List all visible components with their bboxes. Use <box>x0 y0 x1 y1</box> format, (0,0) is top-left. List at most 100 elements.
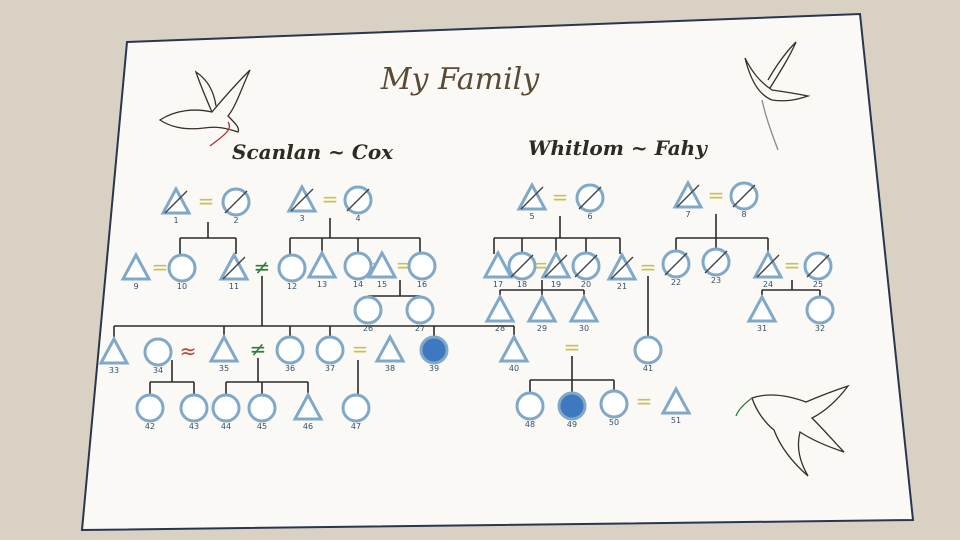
person-number-17: 17 <box>492 280 504 289</box>
female-circle <box>277 253 307 283</box>
female-circle <box>515 391 545 421</box>
person-number-35: 35 <box>218 364 230 373</box>
relationship-symbol: = <box>636 389 653 413</box>
male-triangle <box>660 385 692 415</box>
deceased-mark <box>544 254 568 278</box>
bird-drawing-bottom-right <box>735 384 850 477</box>
person-number-2: 2 <box>233 216 239 225</box>
female-circle <box>353 295 383 325</box>
deceased-mark <box>224 190 248 214</box>
person-number-47: 47 <box>350 422 362 431</box>
person-number-46: 46 <box>302 422 314 431</box>
relationship-symbol: ≈ <box>180 339 197 363</box>
person-number-28: 28 <box>494 324 506 333</box>
relationship-symbol: ≠ <box>254 255 271 279</box>
person-number-50: 50 <box>608 418 620 427</box>
person-number-41: 41 <box>642 364 654 373</box>
male-triangle <box>484 293 516 323</box>
person-number-34: 34 <box>152 366 164 375</box>
female-circle <box>247 393 277 423</box>
person-number-26: 26 <box>362 324 374 333</box>
person-number-4: 4 <box>355 214 361 223</box>
male-triangle <box>526 293 558 323</box>
person-number-19: 19 <box>550 280 562 289</box>
relationship-symbol: = <box>198 189 215 213</box>
person-number-8: 8 <box>741 210 747 219</box>
female-circle <box>407 251 437 281</box>
female-circle <box>805 295 835 325</box>
female-circle <box>341 393 371 423</box>
person-number-39: 39 <box>428 364 440 373</box>
deceased-mark <box>732 184 756 208</box>
bird-drawing-top-right <box>744 41 811 151</box>
person-number-15: 15 <box>376 280 388 289</box>
deceased-mark <box>704 250 728 274</box>
male-triangle <box>672 179 704 209</box>
people-symbols <box>98 179 835 423</box>
male-triangle <box>160 185 192 215</box>
deceased-mark <box>510 254 534 278</box>
deceased-mark <box>806 254 830 278</box>
relationship-symbol: = <box>708 183 725 207</box>
female-circle <box>557 391 587 421</box>
female-circle <box>343 251 373 281</box>
person-number-20: 20 <box>580 280 592 289</box>
family-label-scanlan-cox: Scanlan ~ Cox <box>232 140 394 164</box>
person-number-23: 23 <box>710 276 722 285</box>
female-circle <box>167 253 197 283</box>
person-number-3: 3 <box>299 214 305 223</box>
deceased-mark <box>222 256 246 280</box>
person-number-5: 5 <box>529 212 535 221</box>
person-number-32: 32 <box>814 324 826 333</box>
person-number-25: 25 <box>812 280 824 289</box>
deceased-mark <box>676 184 700 208</box>
person-number-40: 40 <box>508 364 520 373</box>
female-circle <box>135 393 165 423</box>
person-number-6: 6 <box>587 212 593 221</box>
person-number-22: 22 <box>670 278 682 287</box>
deceased-mark <box>290 188 314 212</box>
person-number-33: 33 <box>108 366 120 375</box>
person-number-49: 49 <box>566 420 578 429</box>
relationship-symbol: = <box>352 337 369 361</box>
person-number-14: 14 <box>352 280 364 289</box>
male-triangle <box>568 293 600 323</box>
male-triangle <box>482 249 514 279</box>
relationship-symbol: = <box>640 255 657 279</box>
relationship-symbol: = <box>152 255 169 279</box>
deceased-mark <box>756 254 780 278</box>
relationship-symbol: = <box>396 253 413 277</box>
person-number-48: 48 <box>524 420 536 429</box>
female-circle <box>315 335 345 365</box>
relationship-symbol: ≠ <box>250 337 267 361</box>
female-circle <box>275 335 305 365</box>
person-number-51: 51 <box>670 416 682 425</box>
person-number-16: 16 <box>416 280 428 289</box>
male-triangle <box>218 251 250 281</box>
male-triangle <box>540 249 572 279</box>
male-triangle <box>516 181 548 211</box>
relationship-symbol: = <box>532 253 549 277</box>
person-number-27: 27 <box>414 324 426 333</box>
male-triangle <box>286 183 318 213</box>
person-number-1: 1 <box>173 216 179 225</box>
person-number-11: 11 <box>228 282 240 291</box>
male-triangle <box>98 335 130 365</box>
female-circle <box>419 335 449 365</box>
male-triangle <box>498 333 530 363</box>
person-number-36: 36 <box>284 364 296 373</box>
person-number-43: 43 <box>188 422 200 431</box>
person-number-44: 44 <box>220 422 232 431</box>
person-number-45: 45 <box>256 422 268 431</box>
person-number-31: 31 <box>756 324 768 333</box>
deceased-mark <box>346 188 370 212</box>
male-triangle <box>606 251 638 281</box>
male-triangle <box>120 251 152 281</box>
person-number-38: 38 <box>384 364 396 373</box>
male-triangle <box>366 249 398 279</box>
female-circle <box>633 335 663 365</box>
person-number-37: 37 <box>324 364 336 373</box>
female-circle <box>179 393 209 423</box>
